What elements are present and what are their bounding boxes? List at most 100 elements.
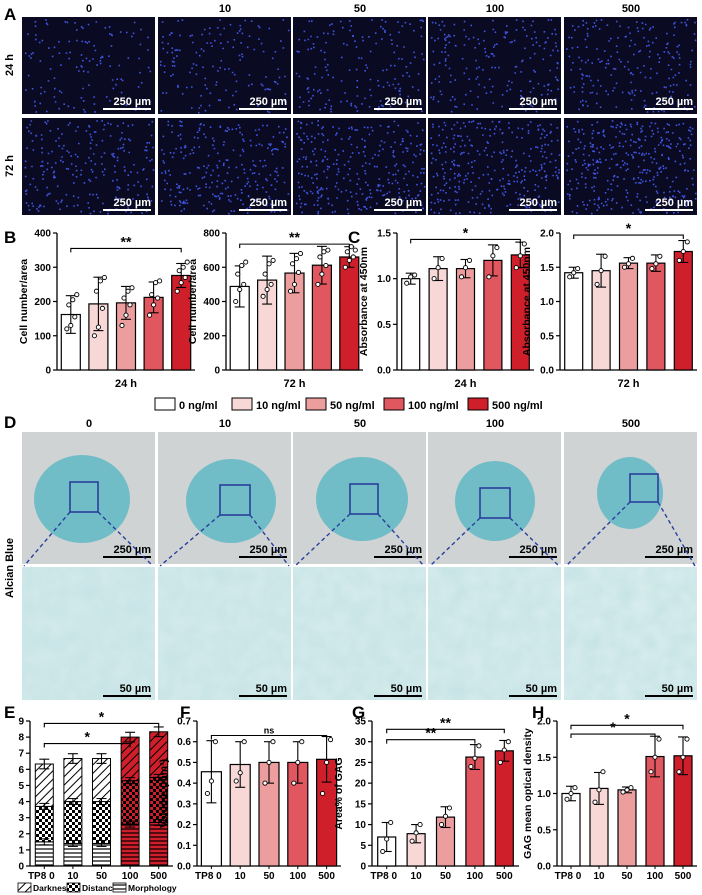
data-point (262, 780, 268, 786)
data-point (417, 822, 423, 828)
bar-segment (34, 805, 54, 843)
data-point (101, 274, 107, 281)
y-tick-label: 200 (34, 297, 51, 308)
y-tick-label: 1 (18, 845, 24, 856)
fluorescence-image: 250 µm (293, 17, 426, 114)
significance-bracket (43, 743, 131, 748)
data-point (184, 259, 190, 265)
data-point (237, 770, 243, 776)
data-point (649, 266, 655, 272)
significance-bracket (386, 739, 476, 744)
data-point (178, 280, 184, 286)
data-point (656, 736, 662, 742)
alcian-blue-zoom-image: 50 µm (22, 567, 155, 700)
x-tick-label: 100 (289, 871, 306, 882)
alcian-blue-image: 250 µm (293, 432, 426, 567)
data-point (262, 271, 268, 277)
panel-letter-a: A (4, 5, 16, 24)
data-point (319, 271, 325, 277)
bar (428, 268, 448, 371)
bar (618, 262, 639, 371)
legend-label: 500 ng/ml (492, 400, 543, 412)
y-axis-label: Volume (mm³) (158, 759, 170, 828)
data-point (594, 281, 600, 287)
pellet-section (34, 455, 130, 543)
y-tick-label: 0 (360, 862, 366, 873)
pellet-section (186, 459, 276, 543)
conc-label-a-4: 500 (622, 3, 640, 15)
y-tick-label: 0.6 (177, 737, 191, 748)
conc-label-a-3: 100 (486, 3, 504, 15)
data-point (151, 302, 157, 308)
x-tick-label: 50 (440, 871, 452, 882)
scale-bar-label: 250 µm (113, 96, 151, 108)
conc-label-d-4: 500 (622, 418, 640, 430)
y-axis-label: Cell number/area (18, 259, 30, 344)
significance-label: ns (264, 726, 275, 736)
data-point (127, 302, 133, 308)
data-point (291, 780, 297, 786)
fluorescence-image: 250 µm (293, 118, 426, 215)
data-point (438, 822, 445, 828)
data-point (497, 759, 503, 765)
x-tick-label: 500 (150, 871, 167, 882)
y-tick-label: 300 (34, 263, 51, 274)
legend-swatch (154, 397, 176, 411)
data-point (625, 261, 632, 267)
data-point (72, 314, 78, 320)
significance-label: * (463, 224, 469, 240)
data-point (264, 286, 270, 293)
y-axis-label: Area% of GAG (333, 757, 345, 829)
zoom-connector (23, 511, 71, 567)
conc-label-a-1: 10 (219, 3, 231, 15)
y-tick-label: 0.7 (177, 717, 191, 728)
y-axis-label: Absorbance at 450nm (521, 247, 533, 356)
pellet-section (455, 461, 535, 541)
scale-bar (103, 108, 151, 110)
data-point (325, 247, 331, 253)
data-point (74, 292, 80, 298)
significance-bracket (573, 234, 684, 240)
roi-box (349, 483, 379, 515)
y-tick-label: 0.1 (177, 841, 191, 852)
panel-letter-b: B (4, 228, 16, 247)
data-point (344, 249, 350, 255)
data-point (462, 265, 469, 271)
data-point (468, 764, 474, 770)
scale-bar-label: 250 µm (249, 197, 287, 209)
alcian-blue-image: 250 µm (428, 432, 561, 567)
bar (465, 756, 485, 867)
scale-bar (645, 556, 693, 558)
scale-bar-label: 250 µm (519, 544, 557, 556)
data-point (95, 324, 101, 330)
scale-bar (239, 108, 287, 110)
data-point (204, 790, 210, 797)
data-point (68, 322, 74, 329)
y-tick-label: 6 (18, 765, 24, 776)
y-tick-label: 0.2 (177, 820, 191, 831)
legend-e: Darkness Distance Morphology (17, 882, 177, 893)
y-tick-label: 0 (18, 862, 24, 873)
fluorescence-image: 250 µm (158, 17, 291, 114)
scale-bar (509, 108, 557, 110)
data-point (431, 276, 437, 282)
y-tick-label: 2.0 (540, 229, 554, 240)
data-point (315, 281, 321, 287)
significance-bracket (43, 722, 160, 728)
y-tick-label: 5 (360, 841, 366, 852)
data-point (295, 759, 301, 765)
scale-bar-label: 250 µm (249, 96, 287, 108)
data-point (324, 759, 330, 765)
x-tick-label: TP8 0 (370, 871, 397, 882)
x-tick-label: TP8 0 (555, 871, 582, 882)
legend-swatch (112, 882, 127, 893)
y-tick-label: 1.5 (540, 263, 554, 274)
y-tick-label: 20 (355, 779, 367, 790)
chart-c-24h: 0.0 0.5 1.0 1.5 Absorbance at 450nm 24 h * (358, 224, 534, 390)
row-label-72h: 72 h (4, 155, 16, 177)
bar-segment (92, 801, 111, 844)
scale-bar (374, 556, 422, 558)
panel-d: 0 10 50 100 500 Alcian Blue 250 µm 50 µm 2… (4, 418, 697, 700)
data-point (458, 274, 465, 280)
